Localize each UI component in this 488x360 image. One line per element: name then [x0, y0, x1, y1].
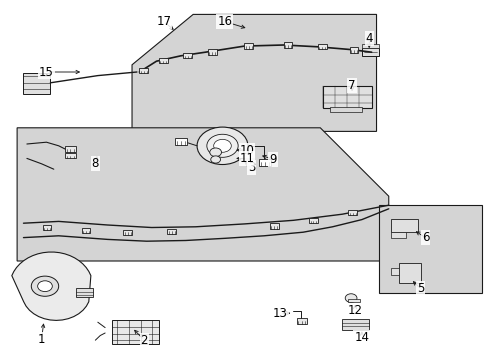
Bar	[390, 268, 398, 275]
Bar	[347, 210, 356, 215]
Circle shape	[209, 148, 221, 157]
Text: 6: 6	[421, 231, 428, 244]
Text: 8: 8	[91, 157, 99, 170]
Bar	[349, 47, 358, 53]
Bar	[390, 219, 417, 232]
Text: 13: 13	[272, 307, 287, 320]
Text: 11: 11	[239, 152, 254, 165]
Bar	[322, 86, 371, 108]
Bar	[139, 68, 148, 73]
Bar	[283, 42, 292, 48]
Text: 1: 1	[38, 333, 45, 346]
Circle shape	[210, 156, 220, 163]
Bar	[23, 73, 50, 94]
Bar	[347, 299, 359, 302]
Circle shape	[38, 281, 52, 292]
Text: 16: 16	[217, 15, 232, 28]
Bar	[398, 263, 420, 283]
Bar	[296, 318, 306, 324]
Text: 12: 12	[347, 304, 362, 317]
Text: 3: 3	[247, 161, 255, 174]
Text: 2: 2	[140, 334, 148, 347]
Bar	[244, 43, 253, 49]
Circle shape	[206, 134, 238, 157]
Bar	[65, 146, 76, 152]
Bar	[81, 228, 90, 233]
Bar	[65, 153, 76, 158]
Bar	[183, 53, 192, 58]
Bar	[207, 49, 216, 55]
Bar	[269, 223, 278, 229]
Bar	[123, 230, 132, 235]
Text: 17: 17	[156, 15, 171, 28]
Bar	[317, 44, 326, 49]
Bar	[112, 320, 159, 344]
Polygon shape	[17, 128, 388, 261]
Text: 9: 9	[268, 153, 276, 166]
Text: 14: 14	[354, 331, 368, 344]
Text: 5: 5	[416, 282, 424, 295]
Bar	[167, 229, 176, 234]
Circle shape	[213, 139, 231, 152]
Bar	[329, 107, 361, 112]
Bar	[308, 218, 317, 223]
Bar	[390, 232, 405, 238]
Bar	[76, 288, 93, 297]
Polygon shape	[12, 252, 91, 320]
Circle shape	[345, 294, 356, 302]
Bar	[259, 159, 271, 166]
Text: 7: 7	[347, 79, 355, 92]
Polygon shape	[378, 205, 481, 293]
Text: 4: 4	[365, 32, 372, 45]
Circle shape	[31, 276, 59, 296]
Bar	[42, 225, 51, 230]
Polygon shape	[132, 14, 376, 131]
Text: 15: 15	[39, 66, 54, 78]
Bar	[342, 319, 368, 330]
Bar	[361, 44, 378, 48]
Circle shape	[197, 127, 247, 165]
Bar	[159, 58, 167, 63]
Bar	[174, 138, 186, 145]
Bar	[361, 48, 378, 56]
Text: 10: 10	[239, 144, 254, 157]
